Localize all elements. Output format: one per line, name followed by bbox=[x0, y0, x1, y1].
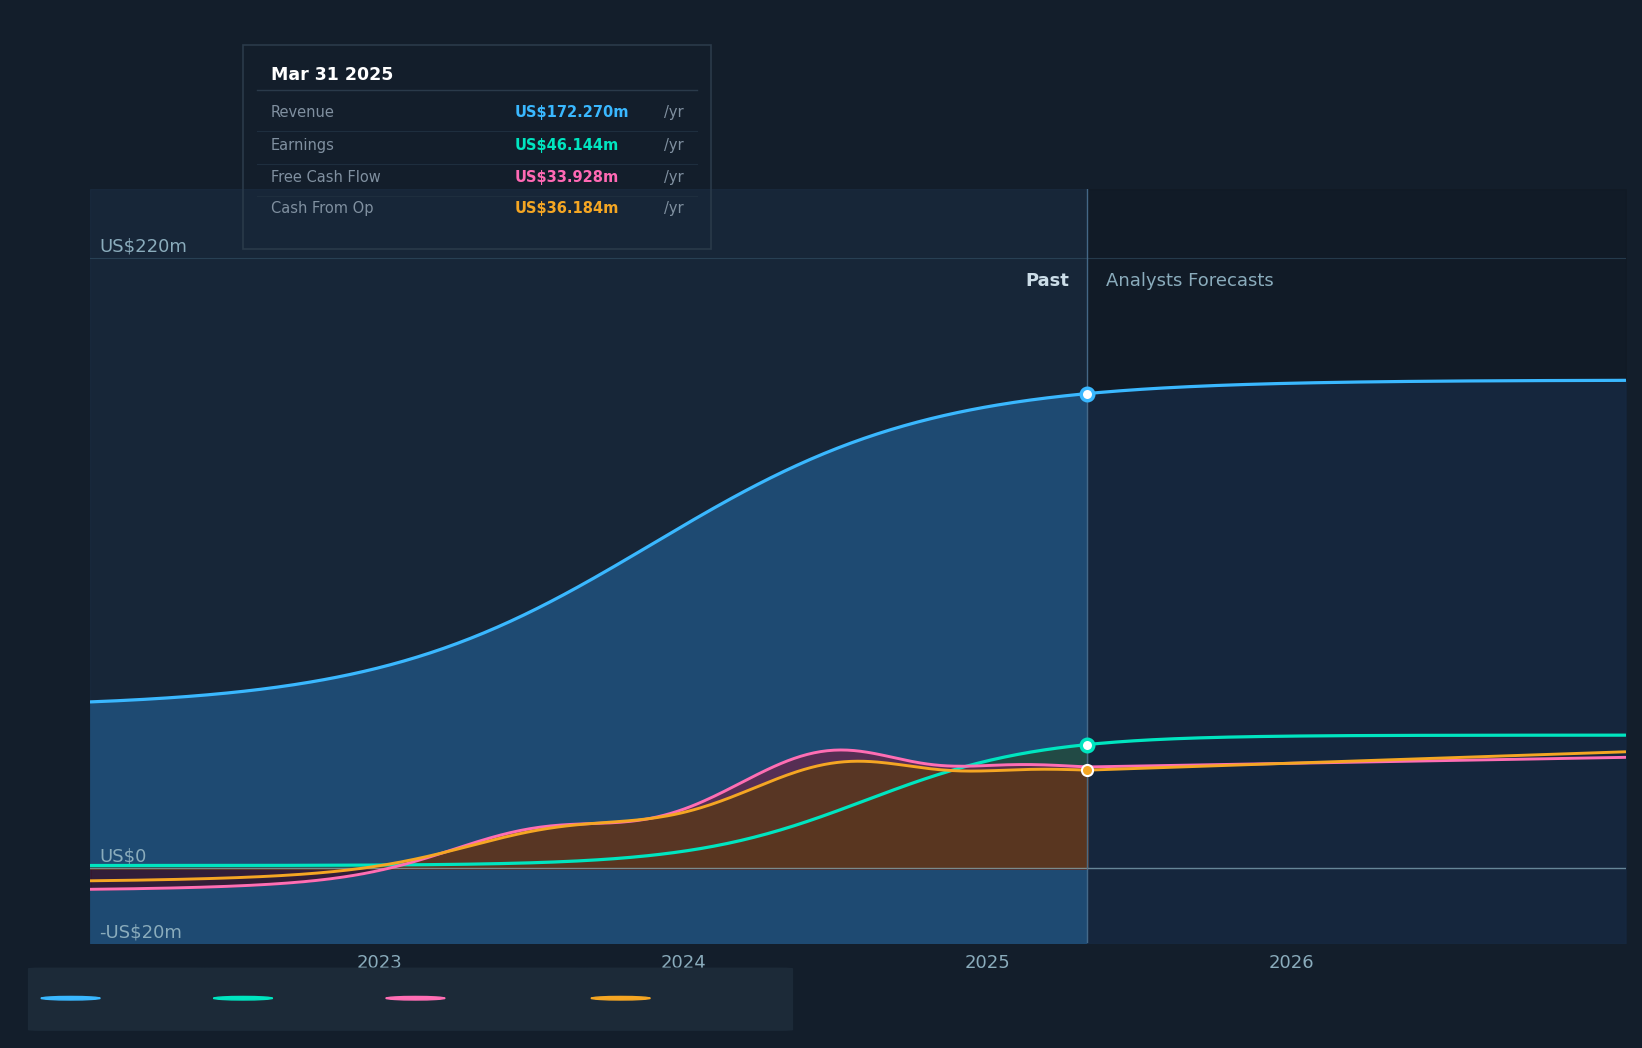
FancyBboxPatch shape bbox=[28, 967, 210, 1031]
Text: US$46.144m: US$46.144m bbox=[514, 137, 619, 153]
Text: Analysts Forecasts: Analysts Forecasts bbox=[1105, 271, 1274, 289]
Text: Earnings: Earnings bbox=[276, 989, 348, 1007]
FancyBboxPatch shape bbox=[373, 967, 588, 1031]
Text: Free Cash Flow: Free Cash Flow bbox=[271, 171, 381, 185]
Text: Past: Past bbox=[1025, 271, 1069, 289]
Text: -US$20m: -US$20m bbox=[100, 923, 182, 942]
Text: Cash From Op: Cash From Op bbox=[654, 989, 770, 1007]
Text: Revenue: Revenue bbox=[103, 989, 176, 1007]
Text: /yr: /yr bbox=[663, 171, 683, 185]
Circle shape bbox=[213, 997, 273, 1000]
Text: US$0: US$0 bbox=[100, 848, 146, 866]
Circle shape bbox=[386, 997, 445, 1000]
Text: /yr: /yr bbox=[663, 137, 683, 153]
FancyBboxPatch shape bbox=[578, 967, 793, 1031]
Text: Earnings: Earnings bbox=[271, 137, 335, 153]
Text: US$33.928m: US$33.928m bbox=[514, 171, 619, 185]
Circle shape bbox=[41, 997, 100, 1000]
Text: Mar 31 2025: Mar 31 2025 bbox=[271, 65, 394, 84]
Text: /yr: /yr bbox=[663, 201, 683, 216]
Text: US$172.270m: US$172.270m bbox=[514, 105, 629, 121]
FancyBboxPatch shape bbox=[200, 967, 383, 1031]
Text: /yr: /yr bbox=[663, 105, 683, 121]
Circle shape bbox=[591, 997, 650, 1000]
Text: Cash From Op: Cash From Op bbox=[271, 201, 374, 216]
Text: Revenue: Revenue bbox=[271, 105, 335, 121]
Text: US$36.184m: US$36.184m bbox=[514, 201, 619, 216]
Text: US$220m: US$220m bbox=[100, 237, 187, 256]
Text: Free Cash Flow: Free Cash Flow bbox=[448, 989, 573, 1007]
